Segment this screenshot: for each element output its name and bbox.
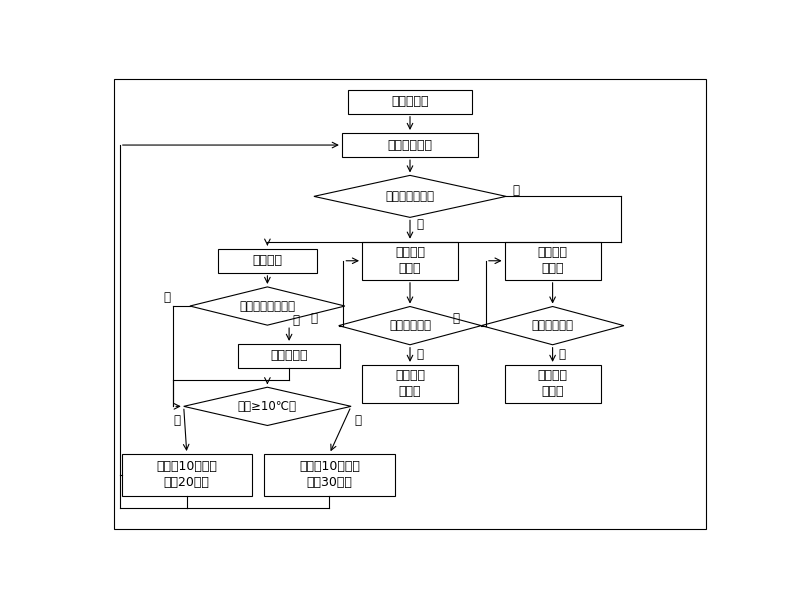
Polygon shape xyxy=(184,387,351,425)
Text: 风机工10分钟，
停止20分钟: 风机工10分钟， 停止20分钟 xyxy=(156,461,218,490)
FancyBboxPatch shape xyxy=(348,90,472,114)
Text: 是: 是 xyxy=(416,348,423,361)
FancyBboxPatch shape xyxy=(264,454,394,496)
Text: 是: 是 xyxy=(163,291,170,304)
FancyBboxPatch shape xyxy=(505,365,601,403)
FancyBboxPatch shape xyxy=(238,344,340,368)
Text: 进风门是否开启？: 进风门是否开启？ xyxy=(239,299,295,313)
Text: 是: 是 xyxy=(558,348,566,361)
Text: 否: 否 xyxy=(354,414,362,427)
Text: 否: 否 xyxy=(292,314,299,327)
FancyBboxPatch shape xyxy=(218,248,317,273)
Text: 否: 否 xyxy=(512,184,519,198)
FancyBboxPatch shape xyxy=(505,242,601,280)
Text: 汽车蓄电
池充电: 汽车蓄电 池充电 xyxy=(395,370,425,399)
Text: 电池已充满？: 电池已充满？ xyxy=(531,319,574,332)
FancyBboxPatch shape xyxy=(122,454,252,496)
Text: 否: 否 xyxy=(310,312,317,325)
Polygon shape xyxy=(190,287,345,325)
Polygon shape xyxy=(338,307,482,345)
Text: 备用蓄电
池充电: 备用蓄电 池充电 xyxy=(538,370,567,399)
FancyBboxPatch shape xyxy=(362,242,458,280)
Text: 否: 否 xyxy=(453,312,459,325)
Text: 备用蓄电
池充电: 备用蓄电 池充电 xyxy=(395,246,425,275)
Text: 电池已充满？: 电池已充满？ xyxy=(389,319,431,332)
FancyBboxPatch shape xyxy=(362,365,458,403)
Text: 温差≥10℃？: 温差≥10℃？ xyxy=(238,400,297,413)
Text: 打开进风门: 打开进风门 xyxy=(270,350,308,362)
Text: 单片机初始化: 单片机初始化 xyxy=(387,139,433,152)
Text: 是: 是 xyxy=(174,414,181,427)
Text: 开启风机: 开启风机 xyxy=(253,255,282,267)
Text: 风机工10分钟，
停止30分钟: 风机工10分钟， 停止30分钟 xyxy=(299,461,360,490)
Text: 系统初始化: 系统初始化 xyxy=(391,95,429,108)
Polygon shape xyxy=(314,175,506,218)
Text: 汽车蓄电
池充电: 汽车蓄电 池充电 xyxy=(538,246,567,275)
FancyBboxPatch shape xyxy=(342,133,478,157)
Text: 是: 是 xyxy=(416,218,423,231)
Text: 防盗系统开启？: 防盗系统开启？ xyxy=(386,190,434,203)
Polygon shape xyxy=(482,307,624,345)
